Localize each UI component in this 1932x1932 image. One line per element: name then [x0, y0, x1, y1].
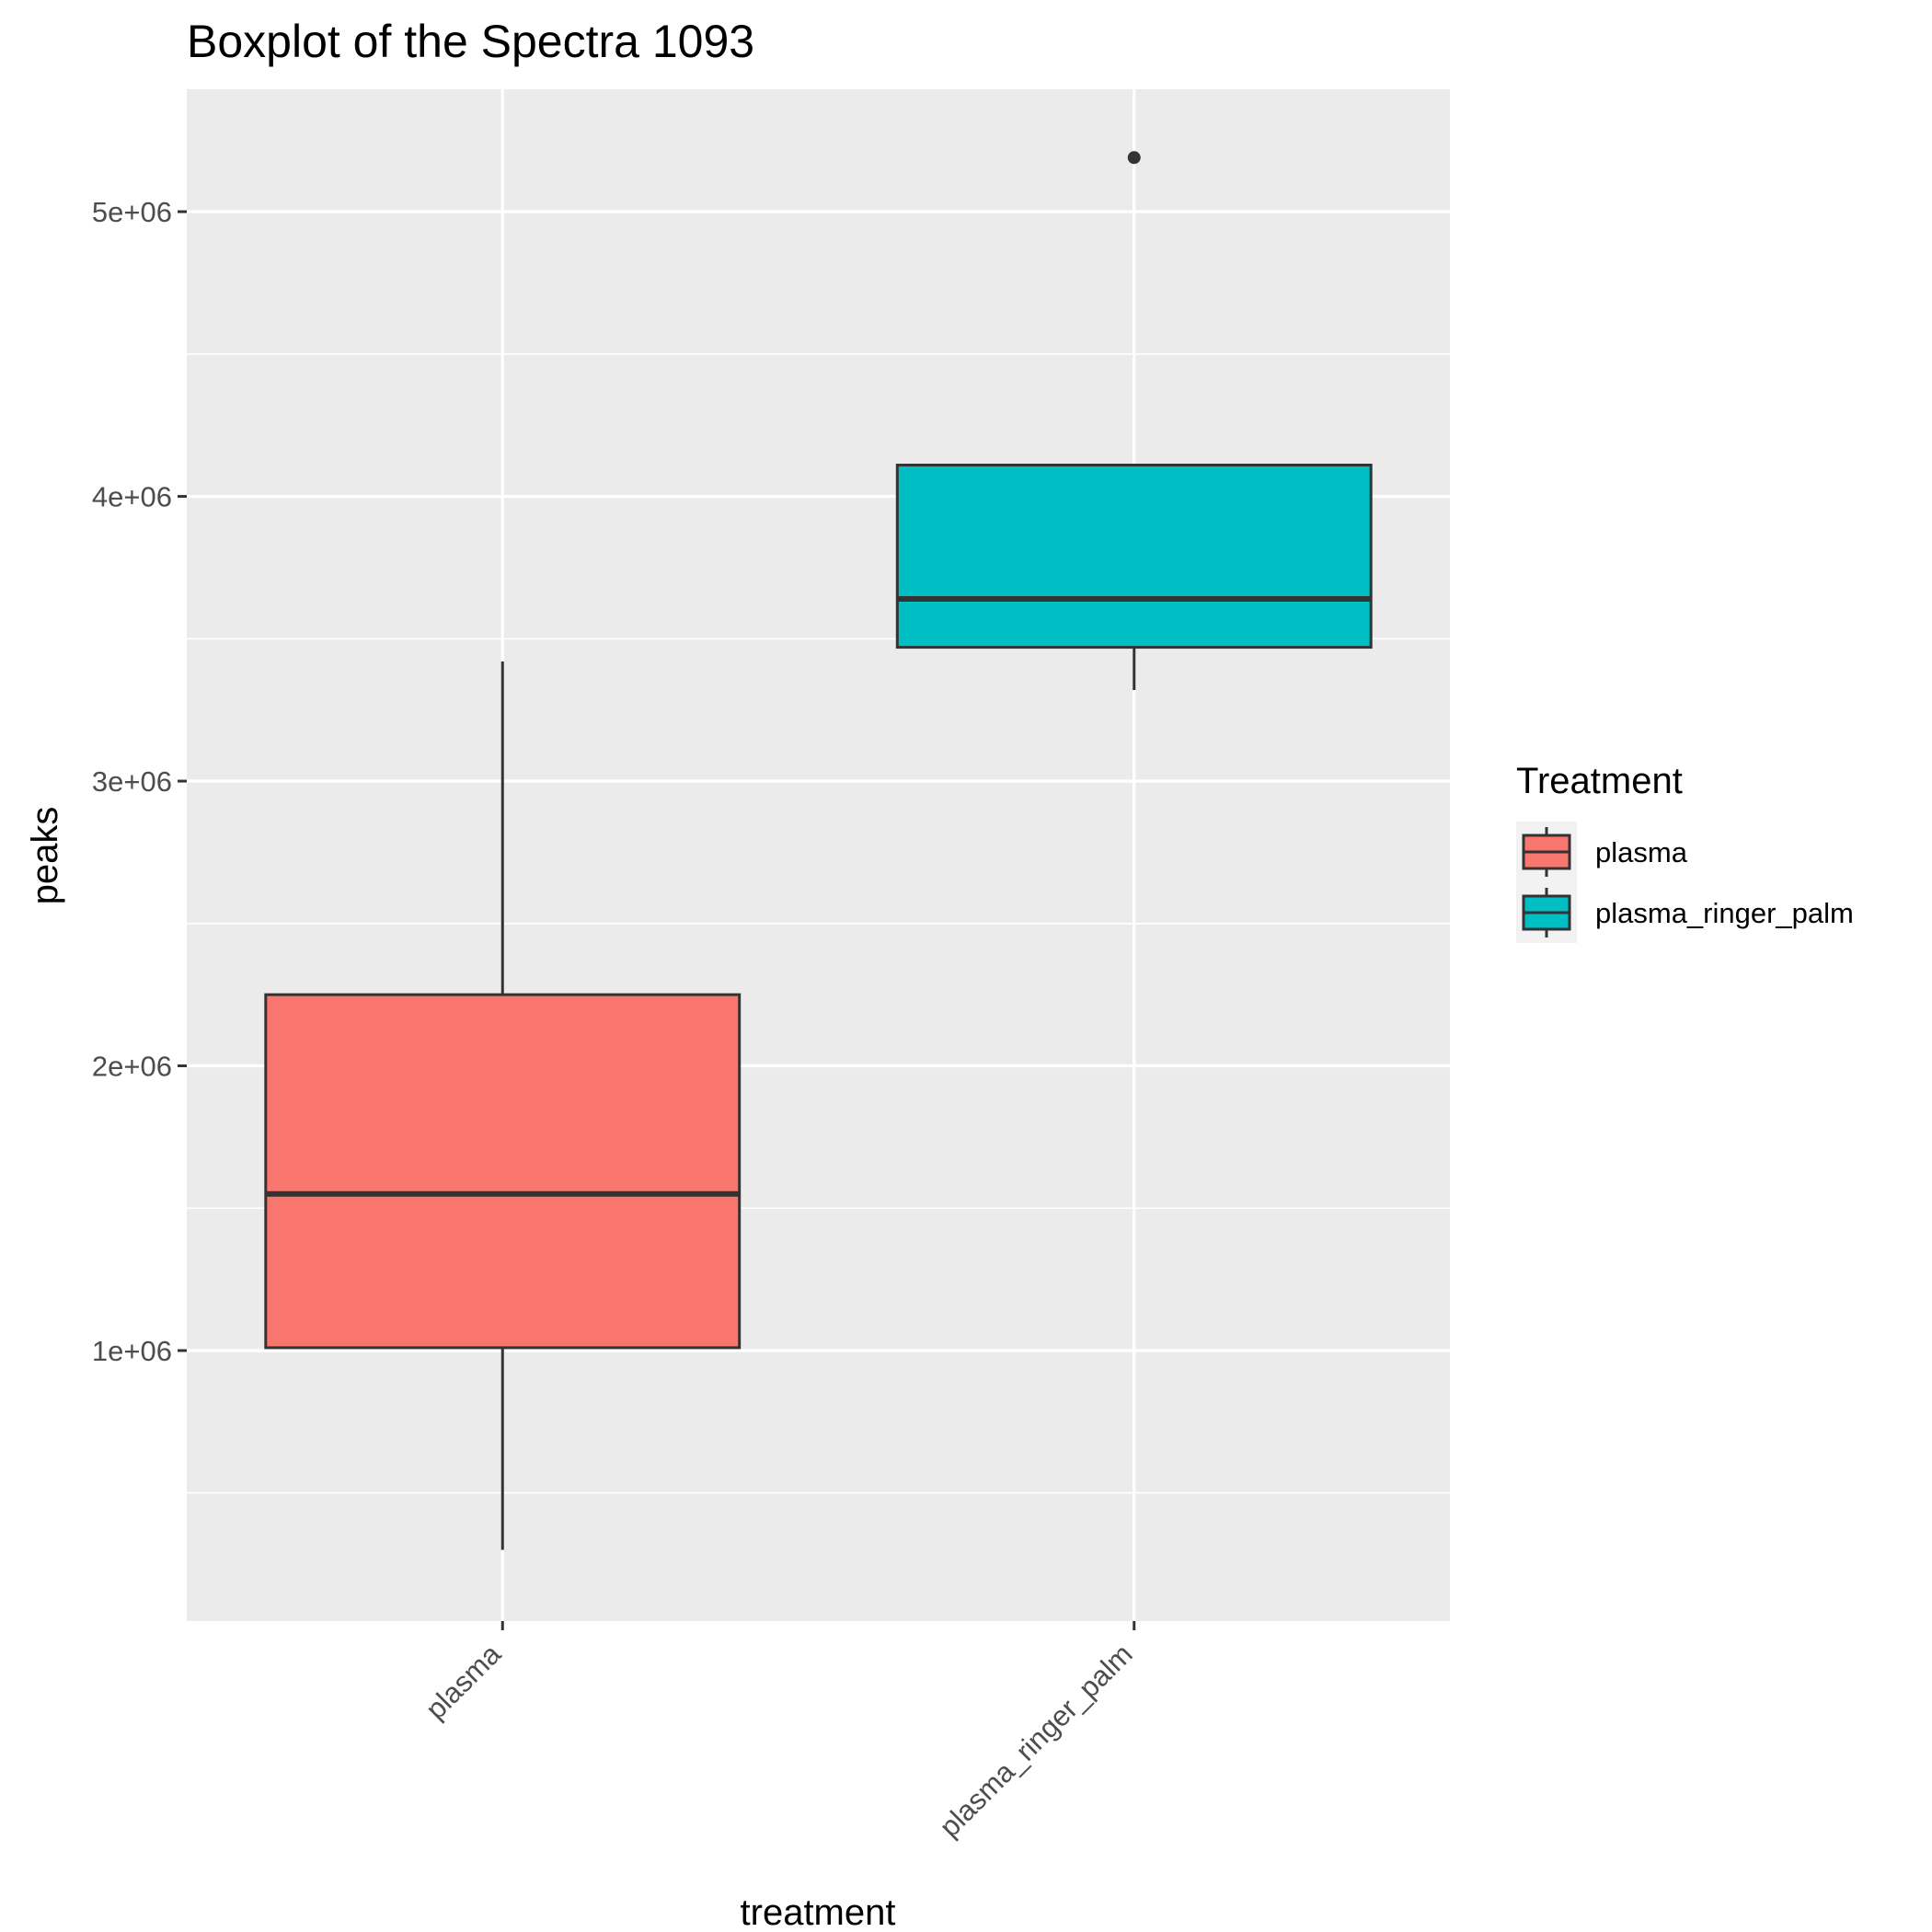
x-tick-label: plasma	[420, 1638, 508, 1726]
legend-label: plasma	[1595, 836, 1688, 868]
box-plasma-ringer-palm	[895, 151, 1373, 691]
box-iqr	[264, 993, 742, 1350]
legend: Treatment plasma plasma_ringer_palm	[1516, 761, 1854, 943]
legend-label: plasma_ringer_palm	[1595, 897, 1854, 929]
box-plasma	[264, 661, 742, 1550]
plot-panel	[187, 89, 1450, 1621]
y-axis: 1e+06 2e+06 3e+06 4e+06 5e+06	[92, 196, 187, 1367]
x-axis: plasma plasma_ringer_palm	[420, 1621, 1139, 1844]
x-axis-title: treatment	[741, 1892, 896, 1932]
box-iqr	[895, 464, 1373, 650]
y-tick-label: 1e+06	[92, 1335, 172, 1367]
y-axis-title: peaks	[25, 807, 65, 905]
legend-items: plasma plasma_ringer_palm	[1516, 822, 1854, 943]
chart-title: Boxplot of the Spectra 1093	[187, 16, 754, 67]
x-tick-label: plasma_ringer_palm	[933, 1638, 1138, 1843]
outlier-point	[1127, 151, 1141, 165]
box-series	[264, 151, 1373, 1550]
y-tick-label: 4e+06	[92, 481, 172, 513]
legend-item-plasma: plasma	[1516, 822, 1688, 882]
y-tick-label: 3e+06	[92, 765, 172, 798]
legend-title: Treatment	[1516, 761, 1683, 801]
y-tick-label: 2e+06	[92, 1051, 172, 1083]
legend-item-plasma-ringer-palm: plasma_ringer_palm	[1516, 882, 1854, 943]
y-tick-label: 5e+06	[92, 196, 172, 228]
